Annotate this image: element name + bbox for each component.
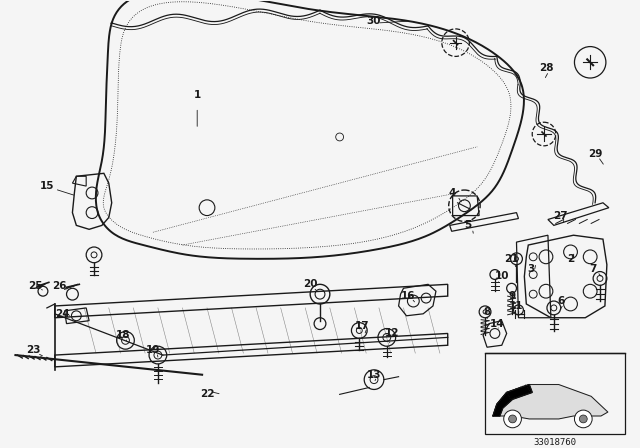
Circle shape — [575, 410, 592, 428]
Circle shape — [504, 410, 522, 428]
Text: 16: 16 — [401, 291, 415, 301]
Text: 23: 23 — [26, 345, 40, 355]
Text: 28: 28 — [539, 63, 553, 73]
Polygon shape — [493, 384, 608, 419]
Text: 2: 2 — [567, 254, 574, 264]
Text: 21: 21 — [504, 254, 519, 264]
Circle shape — [509, 415, 516, 423]
Text: 17: 17 — [355, 321, 369, 331]
Text: 15: 15 — [40, 181, 54, 191]
Text: 4: 4 — [449, 188, 456, 198]
Text: 26: 26 — [52, 281, 67, 291]
Text: 8: 8 — [483, 307, 491, 317]
Polygon shape — [493, 384, 532, 416]
Text: 24: 24 — [55, 309, 70, 319]
Text: 5: 5 — [464, 220, 471, 230]
Text: 7: 7 — [589, 263, 597, 274]
Text: 22: 22 — [200, 389, 214, 399]
Text: 9: 9 — [509, 291, 516, 301]
Text: 13: 13 — [367, 370, 381, 380]
Text: 11: 11 — [509, 301, 524, 311]
Text: 18: 18 — [116, 331, 131, 340]
Text: 33018760: 33018760 — [533, 439, 576, 448]
Circle shape — [579, 415, 588, 423]
Text: 12: 12 — [385, 328, 399, 338]
Text: 3: 3 — [527, 263, 535, 274]
Text: 30: 30 — [367, 16, 381, 26]
Text: 19: 19 — [146, 345, 160, 355]
Text: 25: 25 — [28, 281, 42, 291]
Text: 14: 14 — [490, 319, 504, 329]
Text: 10: 10 — [495, 271, 509, 281]
Bar — [485, 353, 625, 434]
Text: 27: 27 — [554, 211, 568, 220]
Text: 6: 6 — [557, 296, 564, 306]
Text: 1: 1 — [193, 90, 201, 100]
Text: 20: 20 — [303, 280, 317, 289]
Text: 29: 29 — [588, 149, 602, 159]
